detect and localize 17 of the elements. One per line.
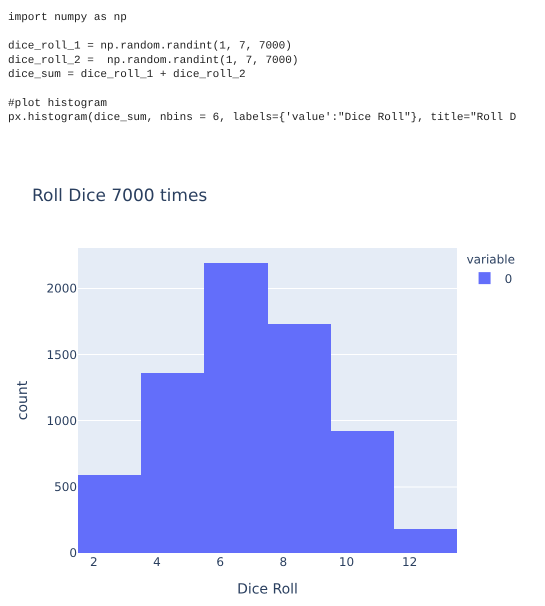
x-axis-title: Dice Roll bbox=[237, 581, 298, 598]
x-tick-label: 12 bbox=[402, 555, 418, 569]
x-tick-label: 6 bbox=[216, 555, 224, 569]
x-tick-label: 10 bbox=[338, 555, 354, 569]
y-tick-label: 1000 bbox=[46, 414, 77, 428]
y-tick-label: 1500 bbox=[46, 348, 77, 362]
y-tick-label: 500 bbox=[54, 480, 77, 494]
x-tick-label: 8 bbox=[279, 555, 288, 569]
x-tick-label: 2 bbox=[90, 555, 98, 569]
chart-title: Roll Dice 7000 times bbox=[32, 186, 208, 206]
text: import numpy as np dice_roll_1 = np.random.randint(1, 7, 7000) dice_roll_2 = np.random.randint(1, 7, 7000) dice_sum = dice_roll_1 + dice_roll_2 #plot histogram px.histogram(dice_sum, nbins = 6, labels={'value':"Dice Roll"}, title="Roll D bbox=[8, 12, 516, 124]
legend-label: 0 bbox=[504, 272, 512, 286]
legend-title: variable bbox=[466, 252, 515, 267]
x-tick-label: 4 bbox=[153, 555, 161, 569]
y-tick-label: 2000 bbox=[46, 282, 77, 296]
y-tick-label: 0 bbox=[69, 546, 77, 560]
y-axis-title: count bbox=[15, 380, 32, 420]
